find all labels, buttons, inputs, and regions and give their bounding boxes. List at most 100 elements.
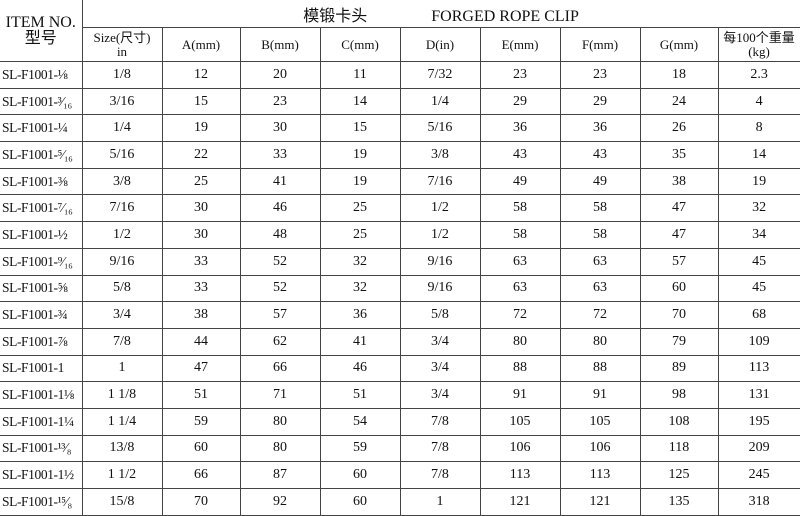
table-cell: 29 xyxy=(479,87,561,116)
table-cell: 70 xyxy=(161,488,241,516)
table-cell: 30 xyxy=(161,194,241,223)
table-cell: 47 xyxy=(639,194,719,223)
table-cell: 7/16 xyxy=(399,167,481,196)
table-cell: 1 1/4 xyxy=(81,407,163,436)
table-cell: 30 xyxy=(161,221,241,249)
table-cell: 20 xyxy=(239,61,321,89)
title-cn: 模锻卡头 xyxy=(303,7,368,25)
table-cell: 47 xyxy=(161,354,241,383)
table-cell: 18 xyxy=(639,61,719,89)
item-number-cell: SL-F1001-1⅛ xyxy=(0,381,83,409)
table-body: SL-F1001-⅛ 1/8 12 20 11 7/32 23 23 18 2.3 SL-F1001… xyxy=(0,61,800,516)
item-number-cell: SL-F1001-1 xyxy=(0,354,83,383)
item-number-cell: SL-F1001-¾ xyxy=(0,301,83,329)
table-row: SL-F1001-¹³⁄₈ 13/8 60 80 59 7/8 106 106 118 209 xyxy=(0,434,800,463)
table-cell: 23 xyxy=(479,61,561,89)
table-cell: 80 xyxy=(559,327,641,356)
table-title: 模锻卡头 FORGED ROPE CLIP xyxy=(81,0,800,28)
table-cell: 34 xyxy=(717,221,800,249)
table-cell: 1/2 xyxy=(81,221,163,249)
table-cell: 51 xyxy=(319,381,401,409)
table-cell: 60 xyxy=(319,461,401,489)
table-cell: 113 xyxy=(559,461,641,489)
table-cell: 1/8 xyxy=(81,61,163,89)
table-cell: 14 xyxy=(319,87,401,116)
table-cell: 3/4 xyxy=(399,381,481,409)
table-row: SL-F1001-1 1 47 66 46 3/4 88 88 89 113 xyxy=(0,354,800,383)
column-header: B(mm) xyxy=(239,27,321,62)
table-cell: 23 xyxy=(559,61,641,89)
table-cell: 9/16 xyxy=(399,247,481,276)
item-number-header: ITEM NO. 型号 xyxy=(0,0,83,62)
table-cell: 88 xyxy=(479,354,561,383)
table-cell: 118 xyxy=(639,434,719,463)
table-cell: 113 xyxy=(479,461,561,489)
table-row: SL-F1001-⅛ 1/8 12 20 11 7/32 23 23 18 2.3 xyxy=(0,61,800,89)
table-cell: 32 xyxy=(717,194,800,223)
table-cell: 113 xyxy=(717,354,800,383)
table-cell: 89 xyxy=(639,354,719,383)
item-number-cell: SL-F1001-⅛ xyxy=(0,61,83,89)
item-number-cell: SL-F1001-³⁄₁₆ xyxy=(0,87,83,116)
table-cell: 35 xyxy=(639,141,719,169)
table-cell: 33 xyxy=(161,247,241,276)
table-cell: 54 xyxy=(319,407,401,436)
table-cell: 33 xyxy=(161,274,241,303)
table-cell: 80 xyxy=(239,434,321,463)
table-cell: 1/4 xyxy=(81,114,163,143)
table-cell: 1 1/8 xyxy=(81,381,163,409)
table-cell: 25 xyxy=(319,221,401,249)
table-cell: 98 xyxy=(639,381,719,409)
table-cell: 14 xyxy=(717,141,800,169)
table-cell: 63 xyxy=(479,274,561,303)
table-cell: 3/8 xyxy=(81,167,163,196)
table-cell: 80 xyxy=(239,407,321,436)
table-cell: 125 xyxy=(639,461,719,489)
table-cell: 71 xyxy=(239,381,321,409)
column-header-unit: in xyxy=(116,43,128,59)
table-cell: 41 xyxy=(239,167,321,196)
table-cell: 46 xyxy=(239,194,321,223)
item-header-en: ITEM NO. xyxy=(5,13,76,31)
table-cell: 15/8 xyxy=(81,488,163,516)
table-cell: 32 xyxy=(319,247,401,276)
table-row: SL-F1001-¹⁵⁄₈ 15/8 70 92 60 1 121 121 135 318 xyxy=(0,488,800,516)
item-number-cell: SL-F1001-⁵⁄₁₆ xyxy=(0,141,83,169)
table-cell: 109 xyxy=(717,327,800,356)
table-cell: 7/32 xyxy=(399,61,481,89)
column-header-row: Size(尺寸) in A(mm) B(mm) C(mm) D(in) E(mm) F(mm)… xyxy=(0,27,800,62)
table-cell: 19 xyxy=(717,167,800,196)
table-row: SL-F1001-1⅛ 1 1/8 51 71 51 3/4 91 91 98 131 xyxy=(0,381,800,409)
table-cell: 58 xyxy=(559,194,641,223)
table-cell: 63 xyxy=(559,247,641,276)
item-number-cell: SL-F1001-1¼ xyxy=(0,407,83,436)
table-cell: 60 xyxy=(639,274,719,303)
column-header: F(mm) xyxy=(559,27,641,62)
table-cell: 60 xyxy=(161,434,241,463)
table-cell: 80 xyxy=(479,327,561,356)
table-cell: 58 xyxy=(479,221,561,249)
column-header: G(mm) xyxy=(639,27,719,62)
table-cell: 66 xyxy=(239,354,321,383)
column-header: A(mm) xyxy=(161,27,241,62)
table-cell: 33 xyxy=(239,141,321,169)
table-row: SL-F1001-⁹⁄₁₆ 9/16 33 52 32 9/16 63 63 57 45 xyxy=(0,247,800,276)
item-number-cell: SL-F1001-¼ xyxy=(0,114,83,143)
table-cell: 1 xyxy=(81,354,163,383)
table-cell: 108 xyxy=(639,407,719,436)
table-cell: 15 xyxy=(161,87,241,116)
table-cell: 66 xyxy=(161,461,241,489)
table-cell: 41 xyxy=(319,327,401,356)
table-cell: 12 xyxy=(161,61,241,89)
column-header: Size(尺寸) in xyxy=(81,27,163,62)
table-cell: 49 xyxy=(559,167,641,196)
table-cell: 135 xyxy=(639,488,719,516)
item-header-cn: 型号 xyxy=(24,29,57,47)
table-cell: 45 xyxy=(717,274,800,303)
column-header-label: Size(尺寸) xyxy=(93,29,151,45)
table-cell: 1 1/2 xyxy=(81,461,163,489)
column-header-label: G(mm) xyxy=(659,36,699,52)
table-cell: 23 xyxy=(239,87,321,116)
table-cell: 1/2 xyxy=(399,221,481,249)
